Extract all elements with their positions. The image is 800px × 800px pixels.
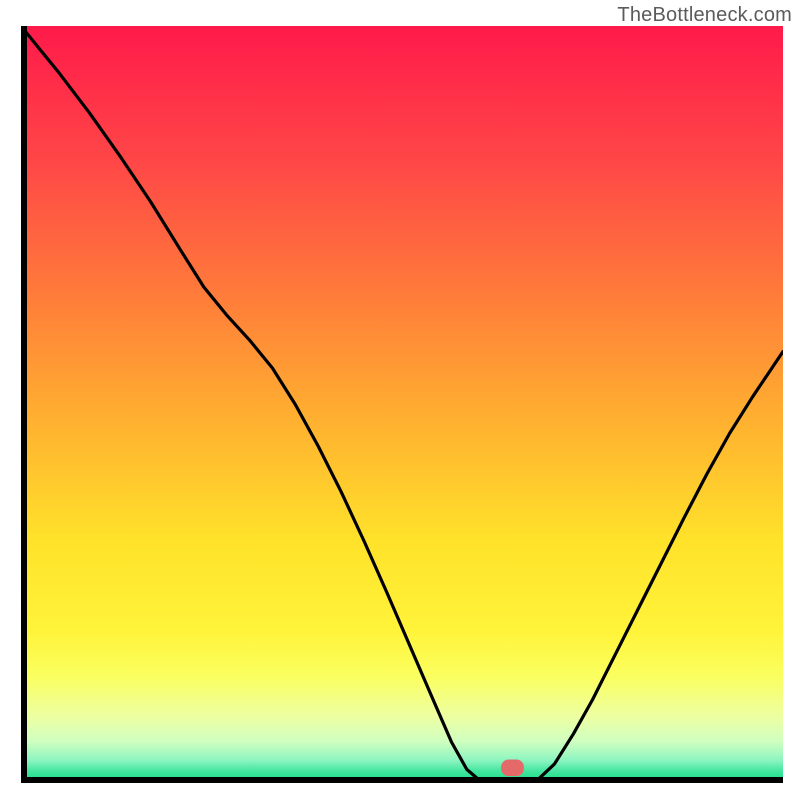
watermark-text: TheBottleneck.com (617, 4, 792, 27)
x-axis (21, 777, 783, 783)
optimal-marker (501, 760, 524, 777)
y-axis (21, 26, 27, 783)
plot-area (21, 26, 783, 783)
gradient-background (21, 26, 783, 783)
chart-svg (21, 26, 783, 783)
chart-container: TheBottleneck.com (0, 0, 800, 800)
